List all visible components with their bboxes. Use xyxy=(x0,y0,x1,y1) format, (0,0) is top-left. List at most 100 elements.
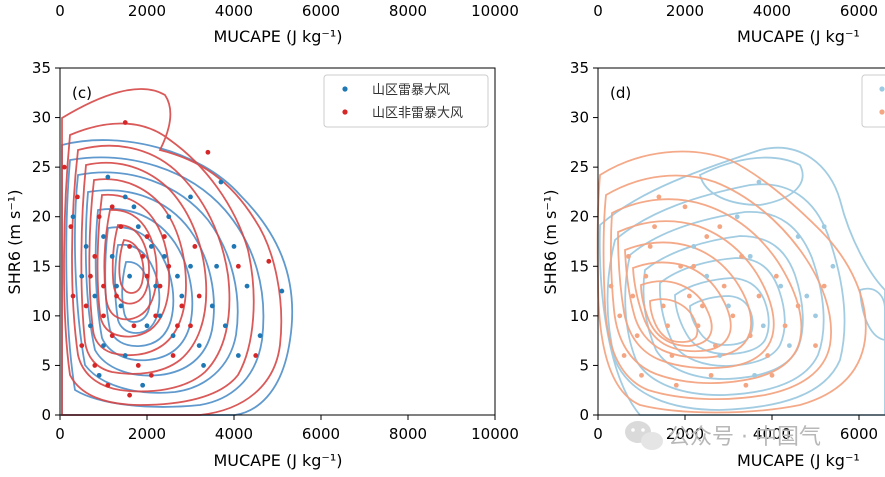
top-right-tick-1: 2000 xyxy=(666,2,704,20)
panel-c-series1-point xyxy=(188,194,193,200)
panel-d-series2-point xyxy=(713,343,718,348)
panel-d-series2-point xyxy=(678,263,684,269)
panel-c-series1-point xyxy=(231,244,237,249)
panel-c-frame xyxy=(59,67,496,416)
panel-d-xtick-label: 6000 xyxy=(840,425,878,443)
panel-d-xtick-label: 2000 xyxy=(666,425,704,443)
panel-d-series1-point xyxy=(760,323,766,329)
panel-d-series2-point xyxy=(673,382,679,388)
panel-d: (d) 0 2000 4000 6000 0 5 10 15 20 25 30 35 MUCAPE … xyxy=(541,59,885,470)
panel-d-y-ticks: 0 5 10 15 20 25 30 35 xyxy=(570,59,598,424)
panel-c-series2-point xyxy=(83,303,89,309)
legend-marker-series2 xyxy=(342,109,348,115)
panel-c-series1-point xyxy=(109,253,115,259)
panel-c-legend-box xyxy=(323,74,489,128)
panel-d-series1-point xyxy=(778,283,784,289)
panel-d-series1-point xyxy=(821,224,827,230)
panel-d-series2-point xyxy=(691,263,697,269)
panel-d-series2-point xyxy=(652,224,657,230)
panel-c-series1-point xyxy=(279,288,285,294)
panel-d-series1-point xyxy=(795,234,801,239)
panel-d-ytick-label: 35 xyxy=(570,59,589,77)
panel-c-ytick-label: 10 xyxy=(32,307,51,325)
panel-d-series2-point xyxy=(739,253,744,259)
panel-d-xlabel: MUCAPE (J kg⁻¹ xyxy=(737,451,860,470)
top-right-tick-3: 6000 xyxy=(840,2,878,20)
panel-c-series2-point xyxy=(109,204,115,210)
panel-d-series1-point xyxy=(813,313,818,319)
panel-c: 山区雷暴大风 山区非雷暴大风 (c) 0 2000 4000 6000 8000 1000… xyxy=(5,59,519,470)
top-left-tick-5: 10000 xyxy=(471,2,519,20)
panel-c-ytick-label: 35 xyxy=(32,59,51,77)
panel-c-series1-point xyxy=(83,244,89,249)
panel-c-series1-point xyxy=(79,273,85,279)
panel-c-ytick-label: 5 xyxy=(41,356,51,374)
panel-d-series2-point xyxy=(700,303,705,309)
panel-c-series2-point xyxy=(192,244,198,249)
panel-c-series1-point xyxy=(135,224,141,230)
top-strip-right: 0 2000 4000 6000 MUCAPE (J kg⁻¹ xyxy=(593,2,878,46)
panel-d-series2-point xyxy=(630,293,636,299)
panel-d-tag: (d) xyxy=(610,84,631,102)
panel-c-series1-point xyxy=(140,382,146,388)
panel-d-series2-point xyxy=(686,293,692,299)
panel-c-series1-point xyxy=(114,283,119,289)
panel-c-series2-point xyxy=(144,273,150,279)
panel-d-series1-point xyxy=(804,293,810,299)
panel-c-series2-point xyxy=(75,194,80,200)
panel-c-ylabel: SHR6 (m s⁻¹) xyxy=(5,190,24,295)
panel-c-series1-point xyxy=(105,174,111,180)
top-left-tick-3: 6000 xyxy=(302,2,340,20)
top-right-xlabel: MUCAPE (J kg⁻¹ xyxy=(737,27,860,46)
panel-c-series1-point xyxy=(153,283,159,289)
panel-d-ytick-label: 10 xyxy=(570,307,589,325)
panel-d-series2-point xyxy=(769,372,775,378)
panel-c-contours-blue xyxy=(61,139,294,416)
panel-c-series2-point xyxy=(96,214,102,220)
panel-c-series1-point xyxy=(257,333,263,339)
panel-d-ytick-label: 25 xyxy=(570,158,589,176)
panel-c-points xyxy=(61,120,285,398)
panel-c-series2-point xyxy=(266,258,272,264)
panel-c-series1-point xyxy=(162,253,167,259)
panel-c-series1-point xyxy=(131,204,137,210)
panel-d-series2-point xyxy=(608,283,614,289)
panel-c-series2-point xyxy=(101,313,106,319)
panel-c-series2-point xyxy=(79,343,85,348)
panel-c-series1-point xyxy=(214,263,220,269)
panel-c-series1-point xyxy=(144,323,150,329)
panel-c-series2-point xyxy=(153,313,159,319)
panel-d-series2-point xyxy=(639,372,644,378)
panel-c-series2-point xyxy=(114,293,119,299)
panel-d-legend-box xyxy=(861,74,885,128)
panel-d-series1-point xyxy=(704,273,710,279)
top-right-tick-2: 4000 xyxy=(753,2,791,20)
panel-c-contours xyxy=(61,88,294,416)
legend-marker-d-series1 xyxy=(879,86,885,92)
panel-c-contours-red xyxy=(61,88,283,416)
legend-marker-series1 xyxy=(342,86,348,92)
top-left-tick-0: 0 xyxy=(55,2,65,20)
panel-d-series2-point xyxy=(704,234,710,239)
panel-c-series2-point xyxy=(127,392,132,398)
panel-c-series1-point xyxy=(96,372,102,378)
watermark: 公众号 · 中国气 xyxy=(625,421,821,450)
panel-d-series2-point xyxy=(695,323,701,329)
panel-d-legend xyxy=(861,74,885,128)
panel-c-series1-point xyxy=(170,333,176,339)
panel-d-xtick-label: 0 xyxy=(593,425,603,443)
panel-d-series2-point xyxy=(665,323,670,329)
legend-label-series1: 山区雷暴大风 xyxy=(372,83,450,98)
panel-c-series1-point xyxy=(175,273,180,279)
panel-c-series2-point xyxy=(144,234,150,239)
panel-c-series2-point xyxy=(61,164,67,170)
panel-c-series1-point xyxy=(148,244,154,249)
panel-c-series2-point xyxy=(122,120,128,125)
panel-c-xtick-label: 2000 xyxy=(128,425,166,443)
panel-d-series2-point xyxy=(743,382,749,388)
panel-c-series2-point xyxy=(92,253,98,259)
panel-c-ytick-label: 25 xyxy=(32,158,51,176)
panel-c-series2-point xyxy=(109,333,115,339)
panel-d-contours-blue xyxy=(598,146,885,416)
panel-c-series2-point xyxy=(196,293,202,299)
